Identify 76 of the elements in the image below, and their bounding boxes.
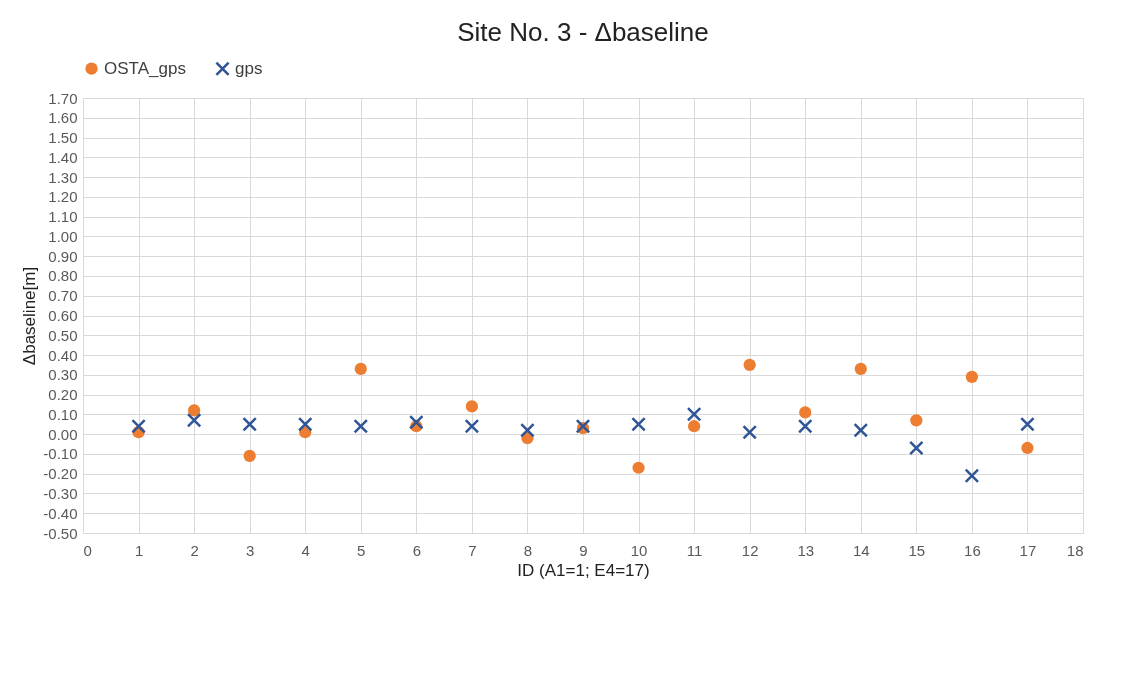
point <box>632 461 645 474</box>
point <box>297 416 313 432</box>
x-tick-label: 4 <box>301 541 310 559</box>
point <box>686 406 702 422</box>
chart-title: Site No. 3 - Δbaseline <box>457 17 709 47</box>
x-tick-label: 12 <box>741 541 759 559</box>
point <box>687 420 701 433</box>
y-tick-label: 1.70 <box>48 89 78 107</box>
point <box>908 440 924 456</box>
point <box>131 418 146 434</box>
x-tick-label: 15 <box>908 541 926 559</box>
y-tick-label: -0.30 <box>43 484 78 502</box>
point <box>910 414 923 427</box>
point <box>797 418 813 434</box>
x-tick-label: 5 <box>357 541 366 559</box>
y-tick-label: 1.50 <box>48 129 78 147</box>
y-tick-label: 0.80 <box>48 267 78 285</box>
x-tick-label: 9 <box>579 541 588 559</box>
y-tick-label: -0.20 <box>43 465 78 483</box>
point <box>465 400 479 413</box>
x-tick-label: 1 <box>134 541 144 559</box>
point <box>853 422 869 438</box>
x-tick-label: 6 <box>412 541 422 559</box>
y-tick-label: -0.40 <box>43 504 78 522</box>
point <box>187 404 201 417</box>
legend-label: gps <box>235 58 263 78</box>
x-tick-label: 10 <box>630 541 648 559</box>
y-tick-label: 0.00 <box>48 425 78 443</box>
y-tick-label: 0.30 <box>48 366 78 384</box>
point <box>743 358 756 372</box>
point <box>464 418 480 434</box>
y-axis-title: Δbaseline[m] <box>20 266 40 366</box>
x-axis-title: ID (A1=1; E4=17) <box>517 560 650 580</box>
y-tick-label: 0.10 <box>48 405 78 423</box>
x-tick-label: 7 <box>468 541 477 559</box>
point <box>965 370 979 383</box>
x-tick-label: 13 <box>797 541 815 559</box>
y-tick-label: 1.00 <box>48 227 78 245</box>
x-tick-label: 2 <box>190 541 199 559</box>
point <box>1021 441 1034 455</box>
y-tick-label: 0.50 <box>48 326 78 344</box>
point <box>575 418 591 434</box>
y-tick-label: 0.60 <box>48 307 78 324</box>
y-tick-label: 1.10 <box>48 208 78 226</box>
point <box>742 424 758 440</box>
point <box>964 468 980 484</box>
point <box>631 416 646 432</box>
x-tick-label: 18 <box>1066 541 1084 559</box>
x-tick-label: 11 <box>686 541 703 559</box>
point <box>799 406 812 419</box>
y-tick-label: 0.20 <box>48 386 78 404</box>
y-tick-label: 1.60 <box>48 109 78 127</box>
y-tick-label: 0.40 <box>48 346 78 364</box>
x-tick-label: 17 <box>1019 541 1037 559</box>
legend-label: OSTA_gps <box>104 58 186 78</box>
x-tick-label: 3 <box>245 541 255 559</box>
x-tick-label: 16 <box>964 541 981 559</box>
point <box>854 362 867 375</box>
y-tick-label: -0.10 <box>43 445 78 463</box>
point <box>1020 416 1035 432</box>
x-tick-label: 8 <box>523 541 533 559</box>
x-tick-label: 0 <box>83 541 92 559</box>
point <box>354 362 367 375</box>
x-tick-label: 14 <box>852 541 870 559</box>
point <box>353 418 369 434</box>
point <box>243 449 256 462</box>
y-tick-label: 1.40 <box>48 148 78 166</box>
y-tick-label: 1.20 <box>48 188 78 206</box>
y-tick-label: 1.30 <box>48 168 78 186</box>
y-tick-label: 0.90 <box>48 247 78 265</box>
point <box>242 416 258 432</box>
point <box>186 412 202 428</box>
y-tick-label: -0.50 <box>43 524 78 542</box>
point <box>520 422 535 438</box>
y-tick-label: 0.70 <box>48 287 78 305</box>
point <box>408 414 424 430</box>
